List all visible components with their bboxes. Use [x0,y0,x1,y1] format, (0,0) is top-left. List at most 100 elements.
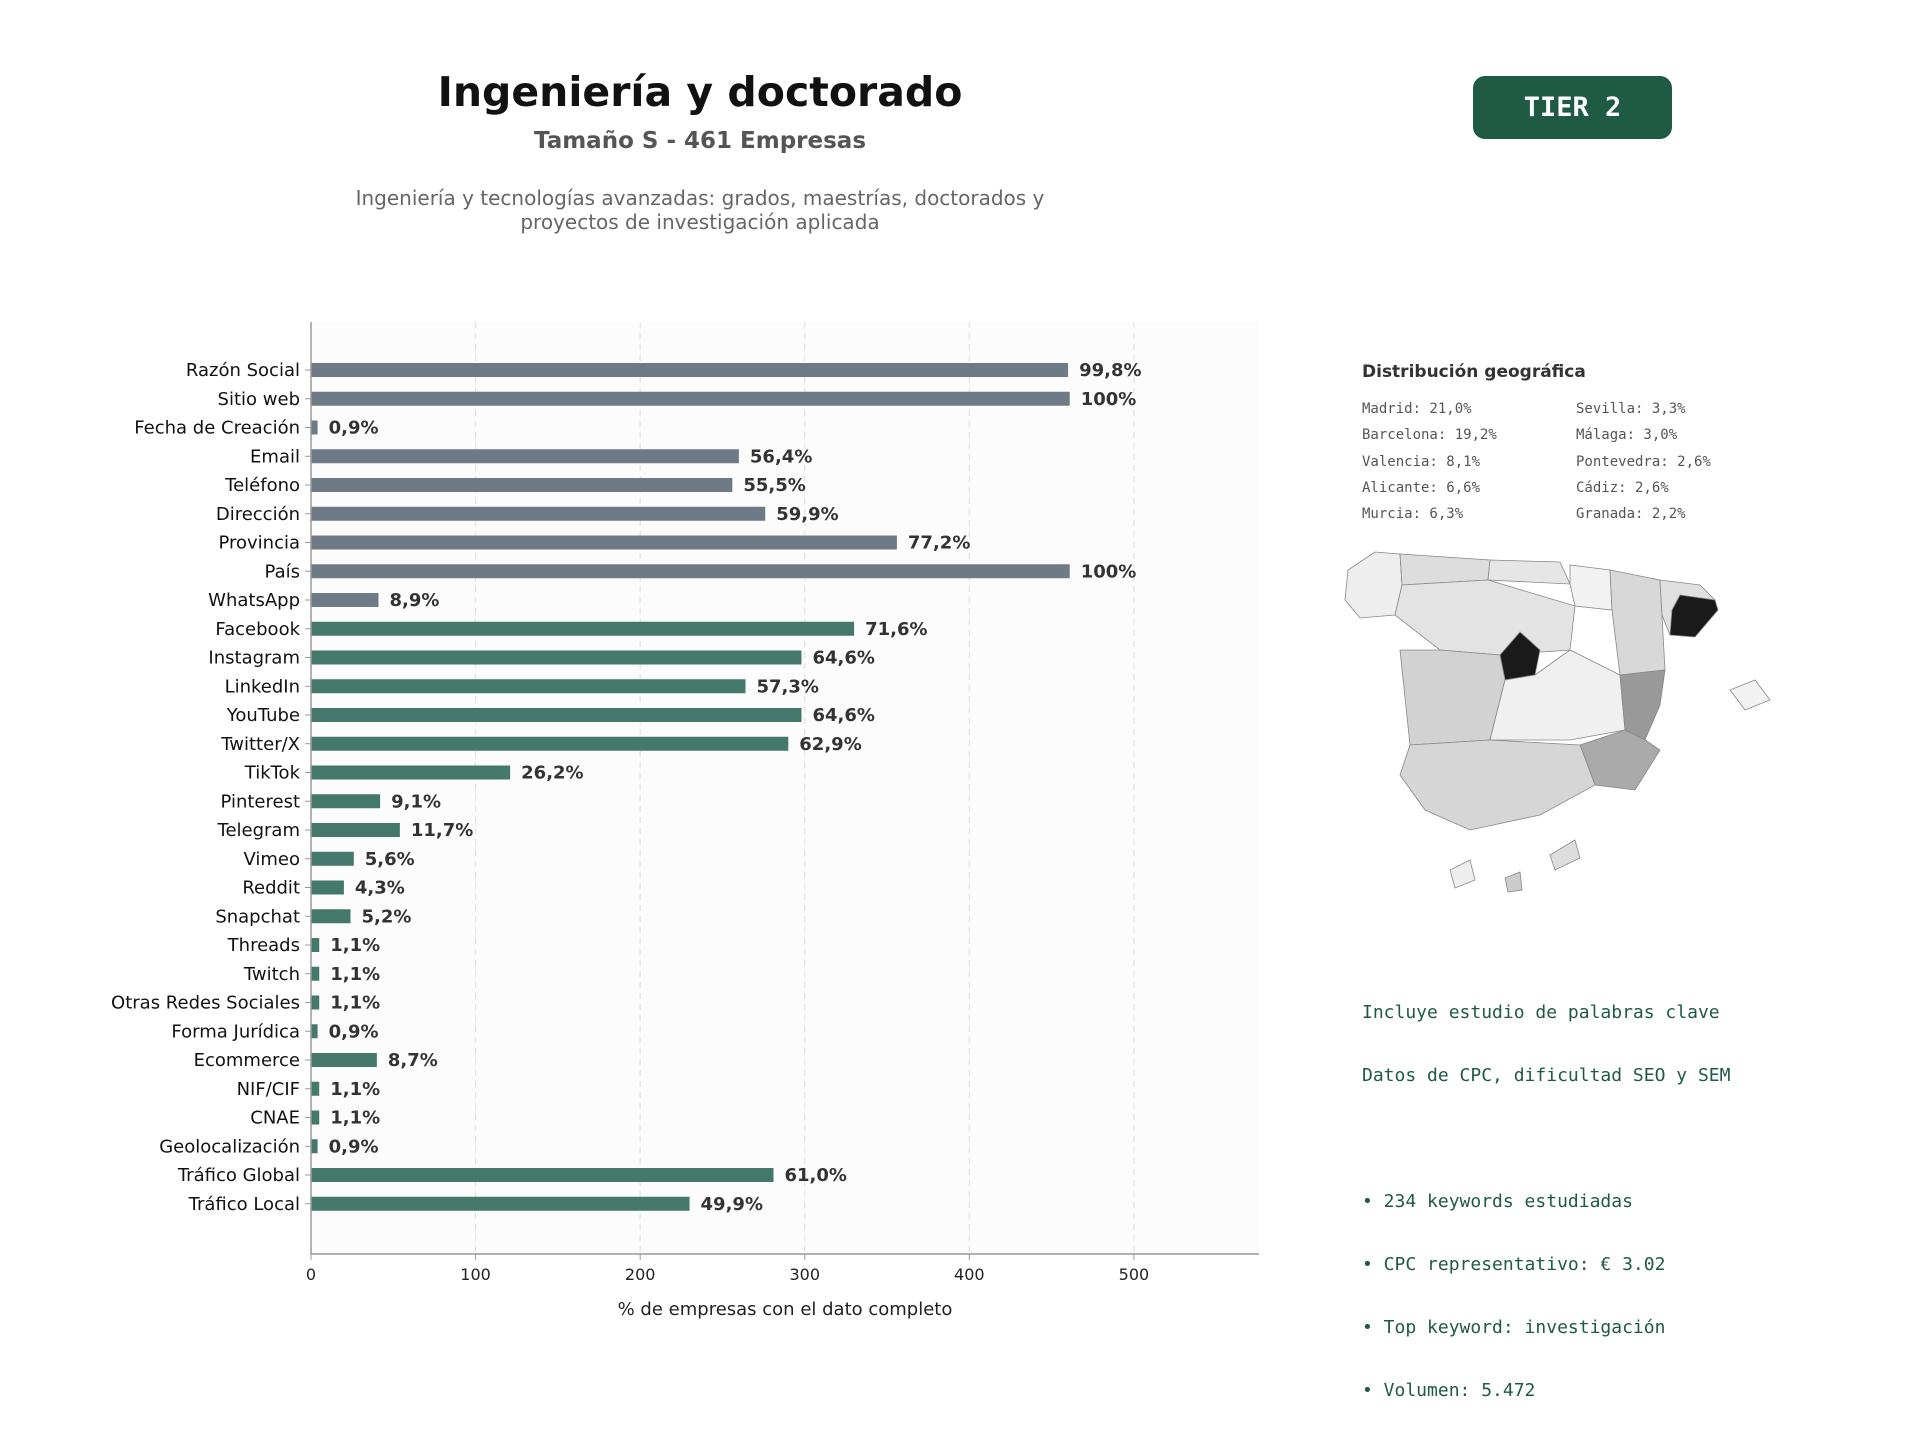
keywords-panel: Incluye estudio de palabras clave Datos … [1362,960,1730,1422]
region-cantabria-vasco [1487,559,1571,585]
y-tick-label: Telegram [217,820,300,841]
data-label: 5,6% [365,849,415,870]
x-axis-label: % de empresas con el dato completo [618,1299,953,1320]
data-label: 1,1% [330,993,380,1014]
bar [311,708,802,722]
x-tick-label: 0 [306,1265,316,1284]
data-label: 99,8% [1079,360,1141,381]
data-label: 49,9% [701,1194,763,1215]
bar [311,1196,690,1211]
page-title: Ingeniería y doctorado [437,68,963,116]
data-label: 100% [1081,389,1137,410]
bar [311,736,789,751]
y-tick-label: Vimeo [243,849,300,870]
bar [311,564,1070,579]
geo-item: Murcia: 6,3% [1362,506,1464,522]
bar [311,909,351,924]
y-tick-label: Sitio web [218,389,300,410]
data-label: 61,0% [784,1165,846,1186]
bar [311,535,897,550]
spain-map [1344,551,1771,893]
description-line-1: Ingeniería y tecnologías avanzadas: grad… [355,186,1045,210]
keywords-bullet: • 234 keywords estudiadas [1362,1191,1633,1212]
bar-chart: Razón Social 99,8% Sitio web 100% Fecha de C… [111,322,1259,1320]
geo-item: Sevilla: 3,3% [1576,401,1686,417]
data-label: 100% [1081,561,1137,582]
y-tick-label: Email [250,446,300,467]
bar [311,679,746,694]
data-label: 5,2% [362,906,412,927]
y-tick-label: Ecommerce [194,1050,300,1071]
region-aragon [1609,569,1666,676]
bar [311,851,354,866]
y-tick-label: Fecha de Creación [134,418,300,439]
y-tick-label: Tráfico Global [177,1165,300,1186]
data-label: 0,9% [329,1021,379,1042]
region-canarias-1 [1449,859,1476,889]
x-tick-label: 500 [1119,1265,1150,1284]
bar [311,650,802,665]
bar [311,478,733,492]
region-andalucia [1399,739,1596,831]
data-label: 57,3% [757,676,819,697]
y-tick-label: Otras Redes Sociales [111,993,300,1014]
bar [311,363,1069,377]
data-label: 0,9% [329,1136,379,1157]
bar [311,391,1070,406]
data-label: 56,4% [750,446,812,467]
region-valencia [1619,669,1666,741]
y-tick-label: Geolocalización [159,1136,300,1157]
region-baleares [1729,679,1771,711]
y-tick-label: Twitch [243,964,300,985]
bar [311,938,320,952]
x-tick-label: 100 [460,1265,491,1284]
y-tick-label: WhatsApp [208,590,300,611]
region-barcelona [1669,594,1719,638]
bar [311,794,381,809]
tier-badge: TIER 2 [1473,76,1672,139]
bar [311,1139,318,1154]
data-label: 1,1% [330,1108,380,1129]
plot-background [311,322,1259,1254]
bar [311,449,739,464]
data-label: 1,1% [330,1079,380,1100]
data-label: 1,1% [330,935,380,956]
page-subtitle: Tamaño S - 461 Empresas [533,128,867,154]
region-navarra [1569,564,1613,611]
y-tick-label: Teléfono [224,475,300,496]
geo-title: Distribución geográfica [1362,362,1586,382]
geo-item: Málaga: 3,0% [1576,427,1678,443]
bar [311,823,400,837]
data-label: 11,7% [411,820,473,841]
data-label: 8,7% [388,1050,438,1071]
bar [311,1168,774,1182]
x-tick-label: 200 [625,1265,656,1284]
x-tick-label: 400 [954,1265,985,1284]
bar [311,966,320,981]
x-ticks: 0 100 200 300 400 500 [306,1254,1149,1284]
bar [311,420,318,435]
data-label: 9,1% [391,791,441,812]
region-extremadura [1399,649,1506,746]
description-line-2: proyectos de investigación aplicada [520,210,880,234]
y-tick-label: Dirección [216,504,300,525]
keywords-spacer [1362,1128,1730,1149]
page-description: Ingeniería y tecnologías avanzadas: grad… [300,186,1100,234]
geo-item: Granada: 2,2% [1576,506,1686,522]
bar [311,1024,318,1039]
bar [311,593,379,607]
keywords-bullet: • Volumen: 5.472 [1362,1380,1536,1401]
bar [311,1110,320,1125]
grid-lines [475,322,1135,1254]
geo-item: Cádiz: 2,6% [1576,480,1669,496]
y-tick-label: Razón Social [186,360,300,381]
bar [311,1053,377,1067]
keywords-bullet: • Top keyword: investigación [1362,1317,1666,1338]
bar [311,621,855,636]
data-label: 55,5% [743,475,805,496]
geo-item: Pontevedra: 2,6% [1576,454,1711,470]
keywords-line-1: Incluye estudio de palabras clave [1362,1002,1720,1023]
keywords-line-2: Datos de CPC, dificultad SEO y SEM [1362,1065,1731,1086]
geo-item: Madrid: 21,0% [1362,401,1472,417]
data-label: 1,1% [330,964,380,985]
